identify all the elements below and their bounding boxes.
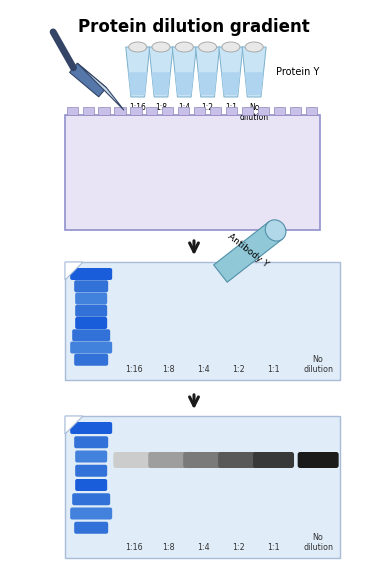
Polygon shape bbox=[242, 47, 266, 97]
Text: 1:16: 1:16 bbox=[129, 103, 146, 112]
Bar bbox=[65, 416, 340, 558]
Bar bbox=[290, 107, 301, 115]
Polygon shape bbox=[65, 416, 83, 434]
FancyBboxPatch shape bbox=[298, 452, 339, 468]
Polygon shape bbox=[175, 72, 194, 95]
Polygon shape bbox=[219, 47, 243, 97]
FancyBboxPatch shape bbox=[70, 342, 112, 353]
Ellipse shape bbox=[129, 42, 147, 52]
Polygon shape bbox=[245, 72, 263, 95]
Bar bbox=[99, 107, 110, 115]
Polygon shape bbox=[77, 63, 124, 110]
Bar bbox=[130, 107, 142, 115]
Ellipse shape bbox=[222, 42, 240, 52]
Bar bbox=[162, 107, 173, 115]
Polygon shape bbox=[65, 262, 83, 280]
FancyBboxPatch shape bbox=[75, 305, 107, 317]
Text: No
dilution: No dilution bbox=[303, 354, 333, 374]
Text: 1:1: 1:1 bbox=[267, 543, 280, 552]
Bar bbox=[258, 107, 269, 115]
FancyBboxPatch shape bbox=[72, 494, 110, 505]
Text: 1:2: 1:2 bbox=[232, 543, 245, 552]
Text: No
dilution: No dilution bbox=[239, 103, 269, 122]
Bar bbox=[83, 107, 94, 115]
FancyBboxPatch shape bbox=[75, 317, 107, 329]
Bar bbox=[178, 107, 189, 115]
FancyBboxPatch shape bbox=[183, 452, 224, 468]
FancyBboxPatch shape bbox=[218, 452, 259, 468]
FancyBboxPatch shape bbox=[113, 452, 154, 468]
Ellipse shape bbox=[199, 42, 217, 52]
FancyBboxPatch shape bbox=[75, 479, 107, 491]
Polygon shape bbox=[152, 72, 170, 95]
FancyBboxPatch shape bbox=[70, 268, 112, 280]
Text: 1:4: 1:4 bbox=[178, 103, 191, 112]
Text: 1:1: 1:1 bbox=[225, 103, 237, 112]
Text: Protein dilution gradient: Protein dilution gradient bbox=[78, 18, 310, 36]
Text: Antibody Y: Antibody Y bbox=[226, 232, 270, 268]
Polygon shape bbox=[126, 47, 150, 97]
Polygon shape bbox=[172, 47, 196, 97]
Text: 1:8: 1:8 bbox=[155, 103, 167, 112]
FancyBboxPatch shape bbox=[253, 452, 294, 468]
FancyBboxPatch shape bbox=[74, 281, 108, 292]
Polygon shape bbox=[69, 63, 106, 97]
Bar bbox=[114, 107, 126, 115]
Bar bbox=[306, 107, 317, 115]
Ellipse shape bbox=[265, 220, 286, 241]
Bar bbox=[194, 107, 205, 115]
Text: 1:8: 1:8 bbox=[163, 543, 175, 552]
Polygon shape bbox=[214, 222, 282, 282]
Polygon shape bbox=[196, 47, 220, 97]
FancyBboxPatch shape bbox=[72, 329, 110, 341]
FancyBboxPatch shape bbox=[74, 521, 108, 534]
Text: Protein Y: Protein Y bbox=[276, 67, 319, 77]
Text: 1:2: 1:2 bbox=[232, 365, 245, 374]
Bar bbox=[146, 107, 158, 115]
Ellipse shape bbox=[152, 42, 170, 52]
Bar bbox=[67, 107, 78, 115]
Bar bbox=[242, 107, 253, 115]
Bar bbox=[274, 107, 285, 115]
Bar bbox=[226, 107, 237, 115]
Text: No
dilution: No dilution bbox=[303, 533, 333, 552]
FancyBboxPatch shape bbox=[75, 465, 107, 477]
FancyBboxPatch shape bbox=[70, 508, 112, 520]
FancyBboxPatch shape bbox=[75, 293, 107, 304]
FancyBboxPatch shape bbox=[75, 450, 107, 463]
FancyBboxPatch shape bbox=[148, 452, 189, 468]
Text: 1:4: 1:4 bbox=[197, 543, 210, 552]
FancyBboxPatch shape bbox=[74, 436, 108, 448]
FancyBboxPatch shape bbox=[70, 422, 112, 434]
Polygon shape bbox=[128, 72, 147, 95]
Text: 1:2: 1:2 bbox=[202, 103, 213, 112]
Bar bbox=[210, 107, 221, 115]
FancyBboxPatch shape bbox=[74, 354, 108, 365]
Text: 1:16: 1:16 bbox=[125, 365, 143, 374]
Text: 1:8: 1:8 bbox=[163, 365, 175, 374]
Text: 1:16: 1:16 bbox=[125, 543, 143, 552]
Text: 1:4: 1:4 bbox=[197, 365, 210, 374]
Bar bbox=[65, 115, 320, 230]
Text: 1:1: 1:1 bbox=[267, 365, 280, 374]
Polygon shape bbox=[222, 72, 240, 95]
Ellipse shape bbox=[175, 42, 193, 52]
Ellipse shape bbox=[245, 42, 263, 52]
Polygon shape bbox=[149, 47, 173, 97]
Polygon shape bbox=[198, 72, 217, 95]
Bar bbox=[65, 262, 340, 380]
